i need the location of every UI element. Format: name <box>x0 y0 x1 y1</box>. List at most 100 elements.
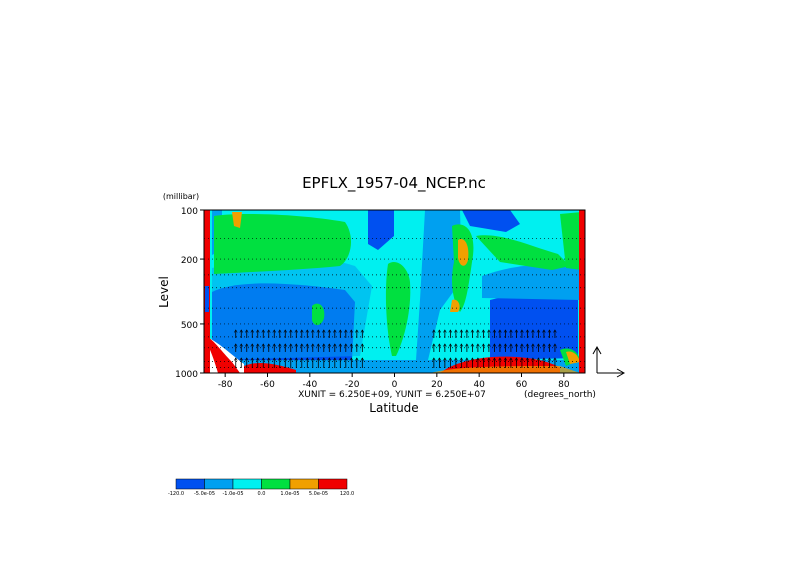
flux-vector-head <box>503 357 508 361</box>
flux-vector-head <box>327 329 332 333</box>
flux-vector-head <box>498 329 502 333</box>
flux-vector-head <box>432 357 436 361</box>
flux-vector-head <box>294 357 299 361</box>
y-tick-label: 200 <box>181 256 198 266</box>
flux-vector-head <box>525 357 530 361</box>
ep-flux-vectors <box>233 329 557 368</box>
flux-vector-head <box>525 343 530 347</box>
flux-vector-head <box>283 329 288 333</box>
y-axis: 100 200 500 1000 <box>175 207 204 380</box>
flux-vector-head <box>465 329 469 333</box>
field-region-orange-top <box>232 212 242 228</box>
colorbar-label: -1.0e-05 <box>223 491 244 497</box>
flux-vector-head <box>476 343 480 347</box>
flux-vector-head <box>487 343 491 347</box>
flux-vector-head <box>316 357 321 361</box>
flux-vector-head <box>289 357 293 361</box>
flux-vector-head <box>355 357 359 361</box>
flux-vector-head <box>498 343 502 347</box>
flux-vector-head <box>531 329 535 333</box>
x-axis-label: Latitude <box>369 401 418 415</box>
flux-vector-head <box>327 343 332 347</box>
flux-vector-head <box>239 329 244 333</box>
flux-vector-head <box>498 357 502 361</box>
flux-vector-head <box>492 357 497 361</box>
y-tick-label: 500 <box>181 321 198 331</box>
field-region-blue-top-north <box>462 210 520 232</box>
flux-vector-head <box>256 357 260 361</box>
flux-vector-head <box>520 343 524 347</box>
flux-vector-head <box>333 357 337 361</box>
flux-vector-head <box>470 357 475 361</box>
flux-vector-head <box>233 343 238 347</box>
flux-vector-head <box>338 329 343 333</box>
flux-vector-head <box>244 343 249 347</box>
flux-vector-head <box>509 329 513 333</box>
flux-vector-head <box>244 329 249 333</box>
flux-vector-head <box>542 357 546 361</box>
flux-vector-head <box>355 343 359 347</box>
flux-vector-head <box>327 357 332 361</box>
field-region-red-south <box>206 336 240 373</box>
x-tick-label: -20 <box>345 380 360 390</box>
flux-vector-head <box>272 329 277 333</box>
flux-vector-head <box>278 357 282 361</box>
flux-vector-head <box>432 329 436 333</box>
flux-vector-head <box>437 357 442 361</box>
x-tick-label: 60 <box>516 380 528 390</box>
flux-vector-head <box>360 357 365 361</box>
flux-vector-head <box>349 329 354 333</box>
field-region-orange-surface-2 <box>566 351 580 364</box>
flux-vector-head <box>454 329 458 333</box>
flux-vector-head <box>536 329 541 333</box>
flux-vector-head <box>465 343 469 347</box>
flux-vector-head <box>465 357 469 361</box>
colorbar-label: -5.0e-05 <box>194 491 215 497</box>
flux-vector-head <box>244 357 249 361</box>
flux-vector-head <box>300 357 304 361</box>
field-region-green-jet <box>452 224 474 312</box>
flux-vector-head <box>261 329 266 333</box>
flux-vector-head <box>459 343 464 347</box>
flux-vector-head <box>283 343 288 347</box>
flux-vector-head <box>272 343 277 347</box>
flux-vector-head <box>256 343 260 347</box>
flux-vector-head <box>261 343 266 347</box>
flux-vector-head <box>553 357 557 361</box>
flux-vector-head <box>267 343 271 347</box>
flux-vector-head <box>305 343 310 347</box>
flux-vector-head <box>542 343 546 347</box>
flux-vector-head <box>300 343 304 347</box>
field-region-orange-small <box>450 299 460 312</box>
flux-vector-head <box>267 357 271 361</box>
flux-vector-head <box>514 357 519 361</box>
flux-vector-head <box>250 329 255 333</box>
flux-vector-head <box>261 357 266 361</box>
flux-vector-head <box>520 357 524 361</box>
field-region-green-edge <box>560 212 582 270</box>
flux-vector-head <box>553 329 557 333</box>
flux-vector-head <box>360 329 365 333</box>
flux-vector-head <box>338 357 343 361</box>
flux-vector-head <box>470 329 475 333</box>
flux-vector-head <box>547 343 552 347</box>
colorbar-label: 5.0e-05 <box>309 491 328 497</box>
field-region-blue-northern <box>490 288 578 360</box>
flux-vector-head <box>432 343 436 347</box>
x-tick-label: 80 <box>558 380 570 390</box>
x-tick-label: -60 <box>260 380 275 390</box>
flux-vector-head <box>294 329 299 333</box>
colorbar-label: 0.0 <box>258 491 266 497</box>
flux-vector-head <box>459 329 464 333</box>
flux-vector-head <box>531 343 535 347</box>
flux-vector-head <box>536 357 541 361</box>
flux-vector-head <box>278 329 282 333</box>
flux-vector-head <box>514 329 519 333</box>
colorbar-swatch <box>232 478 262 490</box>
field-region-orange-surface <box>430 366 580 373</box>
flux-vector-head <box>448 357 453 361</box>
flux-vector-head <box>322 343 326 347</box>
flux-vector-head <box>349 357 354 361</box>
flux-vector-head <box>481 343 486 347</box>
